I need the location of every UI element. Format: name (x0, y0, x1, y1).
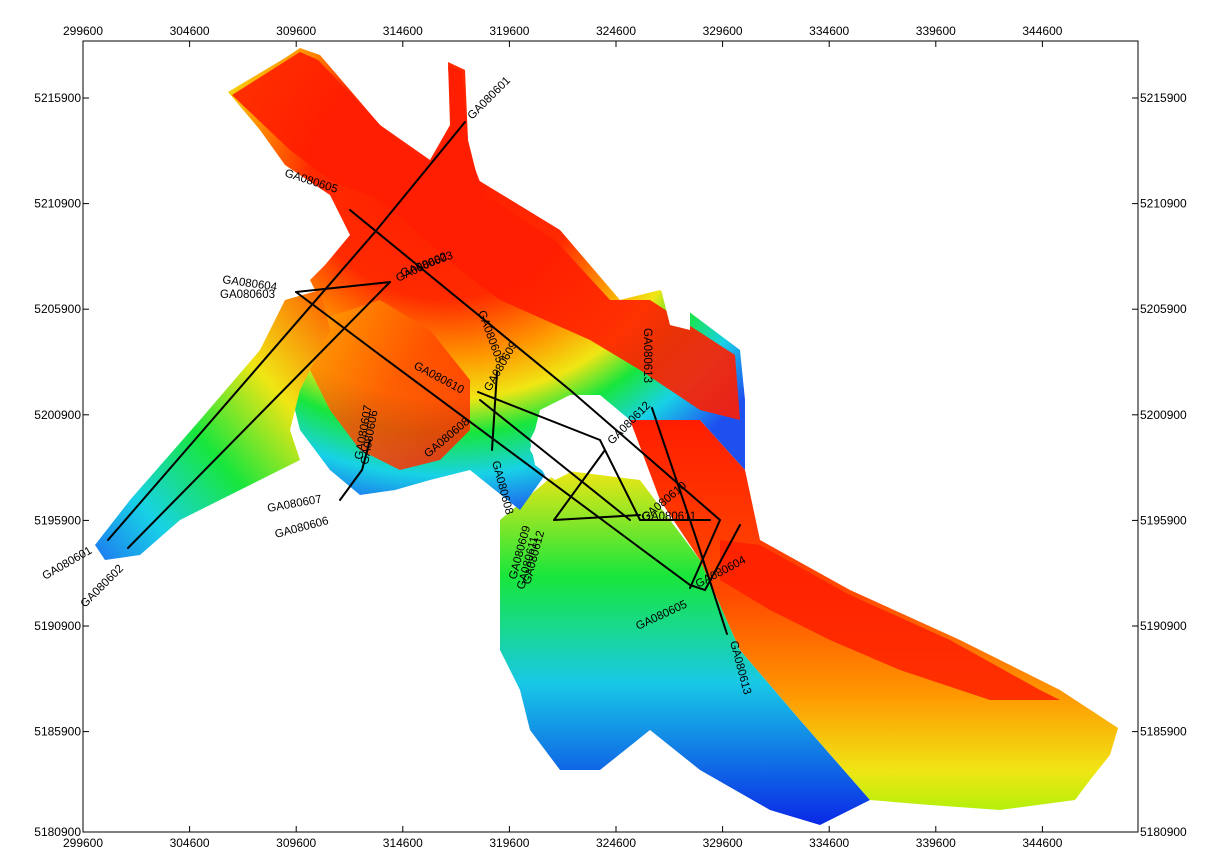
label-607-sw[interactable]: GA080607 (266, 494, 322, 515)
survey-tracks (107, 121, 741, 635)
track-line-610[interactable] (479, 399, 631, 521)
y-tick-label-left: 5205900 (34, 302, 81, 316)
track-line-601[interactable] (107, 121, 466, 541)
y-axis-left: 5215900 5210900 5205900 5200900 5195900 51909… (34, 91, 89, 839)
y-tick-label-right: 5180900 (1140, 825, 1187, 839)
label-606-sw[interactable]: GA080606 (274, 515, 330, 541)
x-tick-label-top: 339600 (916, 24, 956, 38)
track-line-605[interactable] (349, 209, 722, 589)
x-axis-top: 299600 304600 309600 314600 319600 324600 3296… (63, 24, 1063, 47)
y-tick-label-right: 5215900 (1140, 91, 1187, 105)
track-line-608[interactable] (477, 391, 711, 521)
bathymetry-surface (95, 48, 1118, 825)
x-tick-label-bottom: 334600 (809, 836, 849, 850)
y-tick-label-right: 5185900 (1140, 725, 1187, 739)
label-601-sw[interactable]: GA080601 (41, 545, 95, 583)
y-tick-label-left: 5185900 (34, 725, 81, 739)
x-tick-label-top: 319600 (489, 24, 529, 38)
surface-island (530, 400, 580, 480)
x-tick-label-top: 334600 (809, 24, 849, 38)
track-line-613[interactable] (651, 407, 728, 635)
x-tick-label-bottom: 314600 (383, 836, 423, 850)
y-tick-label-right: 5200900 (1140, 408, 1187, 422)
x-axis-bottom: 299600 304600 309600 314600 319600 324600 3296… (63, 826, 1063, 850)
track-line-604[interactable] (295, 291, 741, 592)
x-tick-label-bottom: 329600 (703, 836, 743, 850)
x-tick-label-top: 309600 (276, 24, 316, 38)
track-line-607[interactable] (361, 439, 371, 471)
label-611-e[interactable]: GA080611 (642, 511, 696, 523)
x-tick-label-bottom: 324600 (596, 836, 636, 850)
y-tick-label-left: 5210900 (34, 197, 81, 211)
y-tick-label-right: 5210900 (1140, 197, 1187, 211)
track-line-611[interactable] (553, 514, 641, 521)
label-602-sw[interactable]: GA080602 (79, 563, 126, 610)
y-tick-label-left: 5200900 (34, 408, 81, 422)
surface-north-core (232, 52, 740, 420)
x-tick-label-bottom: 304600 (170, 836, 210, 850)
x-tick-label-bottom: 319600 (489, 836, 529, 850)
surface-ne-notch (660, 275, 690, 330)
x-tick-label-bottom: 299600 (63, 836, 103, 850)
y-axis-right: 5215900 5210900 5205900 5200900 5195900 51909… (1132, 91, 1187, 839)
y-tick-label-right: 5195900 (1140, 513, 1187, 527)
label-601-ne[interactable]: GA080601 (466, 75, 513, 122)
x-tick-label-top: 329600 (703, 24, 743, 38)
track-line-612[interactable] (553, 449, 606, 521)
x-tick-label-top: 344600 (1022, 24, 1062, 38)
map-frame (82, 40, 1139, 833)
y-tick-label-left: 5180900 (34, 825, 81, 839)
x-tick-label-top: 324600 (596, 24, 636, 38)
x-tick-label-bottom: 309600 (276, 836, 316, 850)
track-line-606[interactable] (339, 469, 363, 501)
x-tick-label-bottom: 339600 (916, 836, 956, 850)
x-tick-label-top: 299600 (63, 24, 103, 38)
y-tick-label-left: 5215900 (34, 91, 81, 105)
x-tick-label-top: 314600 (383, 24, 423, 38)
x-tick-label-bottom: 344600 (1022, 836, 1062, 850)
y-tick-label-right: 5190900 (1140, 619, 1187, 633)
surface-south-lobe (500, 470, 870, 825)
y-tick-label-left: 5195900 (34, 513, 81, 527)
x-tick-label-top: 304600 (170, 24, 210, 38)
label-603-w[interactable]: GA080603 (220, 289, 275, 301)
track-line-602[interactable] (127, 281, 391, 549)
y-tick-label-right: 5205900 (1140, 302, 1187, 316)
surface-sw-arm (95, 290, 330, 560)
label-613-n[interactable]: GA080613 (641, 328, 653, 383)
y-tick-label-left: 5190900 (34, 619, 81, 633)
track-line-603[interactable] (295, 281, 391, 293)
surface-inner-basin (310, 300, 470, 470)
surface-east-core (720, 540, 1060, 700)
